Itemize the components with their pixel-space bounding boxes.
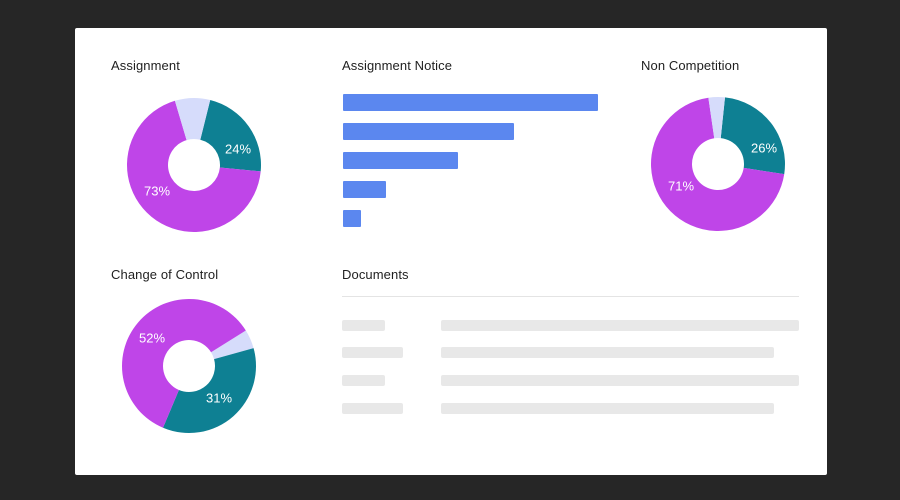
non-competition-title: Non Competition xyxy=(641,58,740,73)
non-competition-slice-label: 26% xyxy=(751,140,777,155)
assignment-slice-label: 24% xyxy=(225,141,251,156)
document-detail-placeholder xyxy=(441,403,774,414)
assignment-notice-bar-chart xyxy=(343,94,603,234)
document-detail-placeholder xyxy=(441,320,799,331)
assignment-notice-bar xyxy=(343,123,514,140)
assignment-slice-2 xyxy=(127,100,261,232)
non-competition-slice-1 xyxy=(720,97,785,175)
change-of-control-slice-label: 31% xyxy=(206,390,232,405)
documents-divider xyxy=(342,296,799,297)
assignment-notice-bar xyxy=(343,152,458,169)
assignment-donut-chart: 24% 73% xyxy=(127,98,261,232)
change-of-control-slice-2 xyxy=(163,348,256,433)
dashboard-card: Assignment 24% 73% Assignment Notice Non … xyxy=(75,28,827,475)
change-of-control-slice-1 xyxy=(211,330,254,360)
assignment-slice-label: 73% xyxy=(144,183,170,198)
document-name-placeholder xyxy=(342,347,403,358)
assignment-slice-1 xyxy=(200,99,261,172)
non-competition-slice-2 xyxy=(651,97,785,232)
assignment-notice-title: Assignment Notice xyxy=(342,58,453,73)
assignment-notice-bar xyxy=(343,181,386,198)
change-of-control-donut-chart: 31% 52% xyxy=(121,298,256,433)
change-of-control-title: Change of Control xyxy=(111,267,219,282)
change-of-control-slice-3 xyxy=(121,298,246,428)
non-competition-donut-chart: 26% 71% xyxy=(651,97,785,232)
change-of-control-slice-label: 52% xyxy=(139,330,165,345)
document-detail-placeholder xyxy=(441,347,774,358)
document-name-placeholder xyxy=(342,403,403,414)
document-name-placeholder xyxy=(342,375,385,386)
document-name-placeholder xyxy=(342,320,385,331)
assignment-notice-bar xyxy=(343,94,598,111)
non-competition-slice-3 xyxy=(708,97,726,139)
assignment-slice-3 xyxy=(174,98,211,141)
document-detail-placeholder xyxy=(441,375,799,386)
assignment-notice-bar xyxy=(343,210,361,227)
assignment-title: Assignment xyxy=(111,58,180,73)
non-competition-slice-label: 71% xyxy=(668,178,694,193)
documents-title: Documents xyxy=(342,267,409,282)
